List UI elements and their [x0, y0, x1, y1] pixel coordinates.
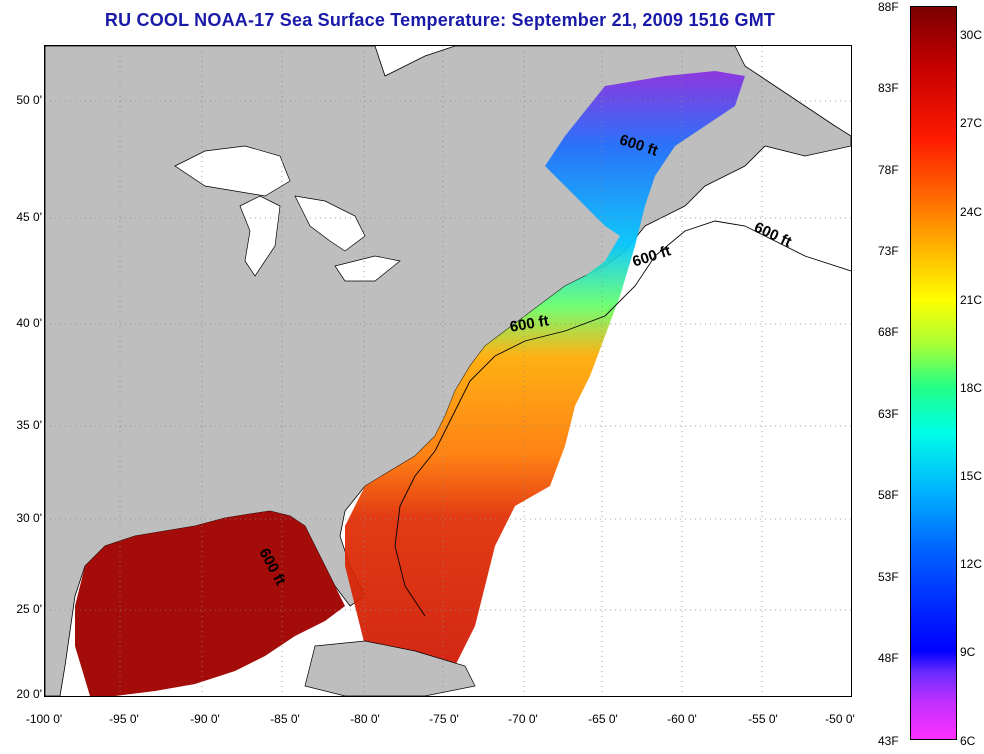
lon-label-70: -70 0': [508, 712, 538, 726]
colorbar-c-21: 21C: [960, 293, 983, 307]
colorbar-f-83: 83F: [878, 81, 899, 95]
lon-label-95: -95 0': [109, 712, 139, 726]
colorbar-f-63: 63F: [878, 407, 899, 421]
gulf-sst: [75, 511, 345, 696]
lon-label-100: -100 0': [25, 712, 63, 726]
lon-label-90: -90 0': [190, 712, 220, 726]
colorbar-f-48: 48F: [878, 651, 899, 665]
isobath-600ft: [394, 220, 851, 617]
colorbar-f-53: 53F: [878, 570, 899, 584]
lat-label-25: 25 0': [16, 602, 42, 616]
lon-label-85: -85 0': [270, 712, 300, 726]
colorbar-f-73: 73F: [878, 244, 899, 258]
colorbar-c-27: 27C: [960, 116, 983, 130]
lon-label-75: -75 0': [429, 712, 459, 726]
land-caribbean: [304, 640, 476, 696]
colorbar-f-88: 88F: [878, 0, 899, 14]
great-lakes: [174, 145, 401, 282]
atlantic-sst: [345, 71, 745, 691]
colorbar-f-43: 43F: [878, 734, 899, 748]
sst-map: 600 ft 600 ft 600 ft 600 ft 600 ft: [44, 45, 852, 697]
colorbar-c-9: 9C: [960, 645, 976, 659]
colorbar-c-15: 15C: [960, 469, 983, 483]
temperature-colorbar: [910, 6, 957, 740]
lon-label-65: -65 0': [588, 712, 618, 726]
lon-label-50: -50 0': [825, 712, 855, 726]
lon-label-55: -55 0': [748, 712, 778, 726]
colorbar-c-18: 18C: [960, 381, 983, 395]
lat-label-45: 45 0': [16, 210, 42, 224]
lat-label-20: 20 0': [16, 687, 42, 701]
colorbar-f-68: 68F: [878, 325, 899, 339]
chart-title: RU COOL NOAA-17 Sea Surface Temperature:…: [104, 10, 776, 30]
colorbar-f-58: 58F: [878, 488, 899, 502]
lat-label-30: 30 0': [16, 511, 42, 525]
lat-label-35: 35 0': [16, 418, 42, 432]
lat-label-50: 50 0': [16, 93, 42, 107]
colorbar-c-24: 24C: [960, 205, 983, 219]
colorbar-c-30: 30C: [960, 28, 983, 42]
map-canvas: [45, 46, 851, 696]
graticule: [45, 46, 851, 696]
colorbar-c-12: 12C: [960, 557, 983, 571]
colorbar-f-78: 78F: [878, 163, 899, 177]
colorbar-c-6: 6C: [960, 734, 976, 748]
lon-label-80: -80 0': [350, 712, 380, 726]
lat-label-40: 40 0': [16, 316, 42, 330]
lon-label-60: -60 0': [667, 712, 697, 726]
